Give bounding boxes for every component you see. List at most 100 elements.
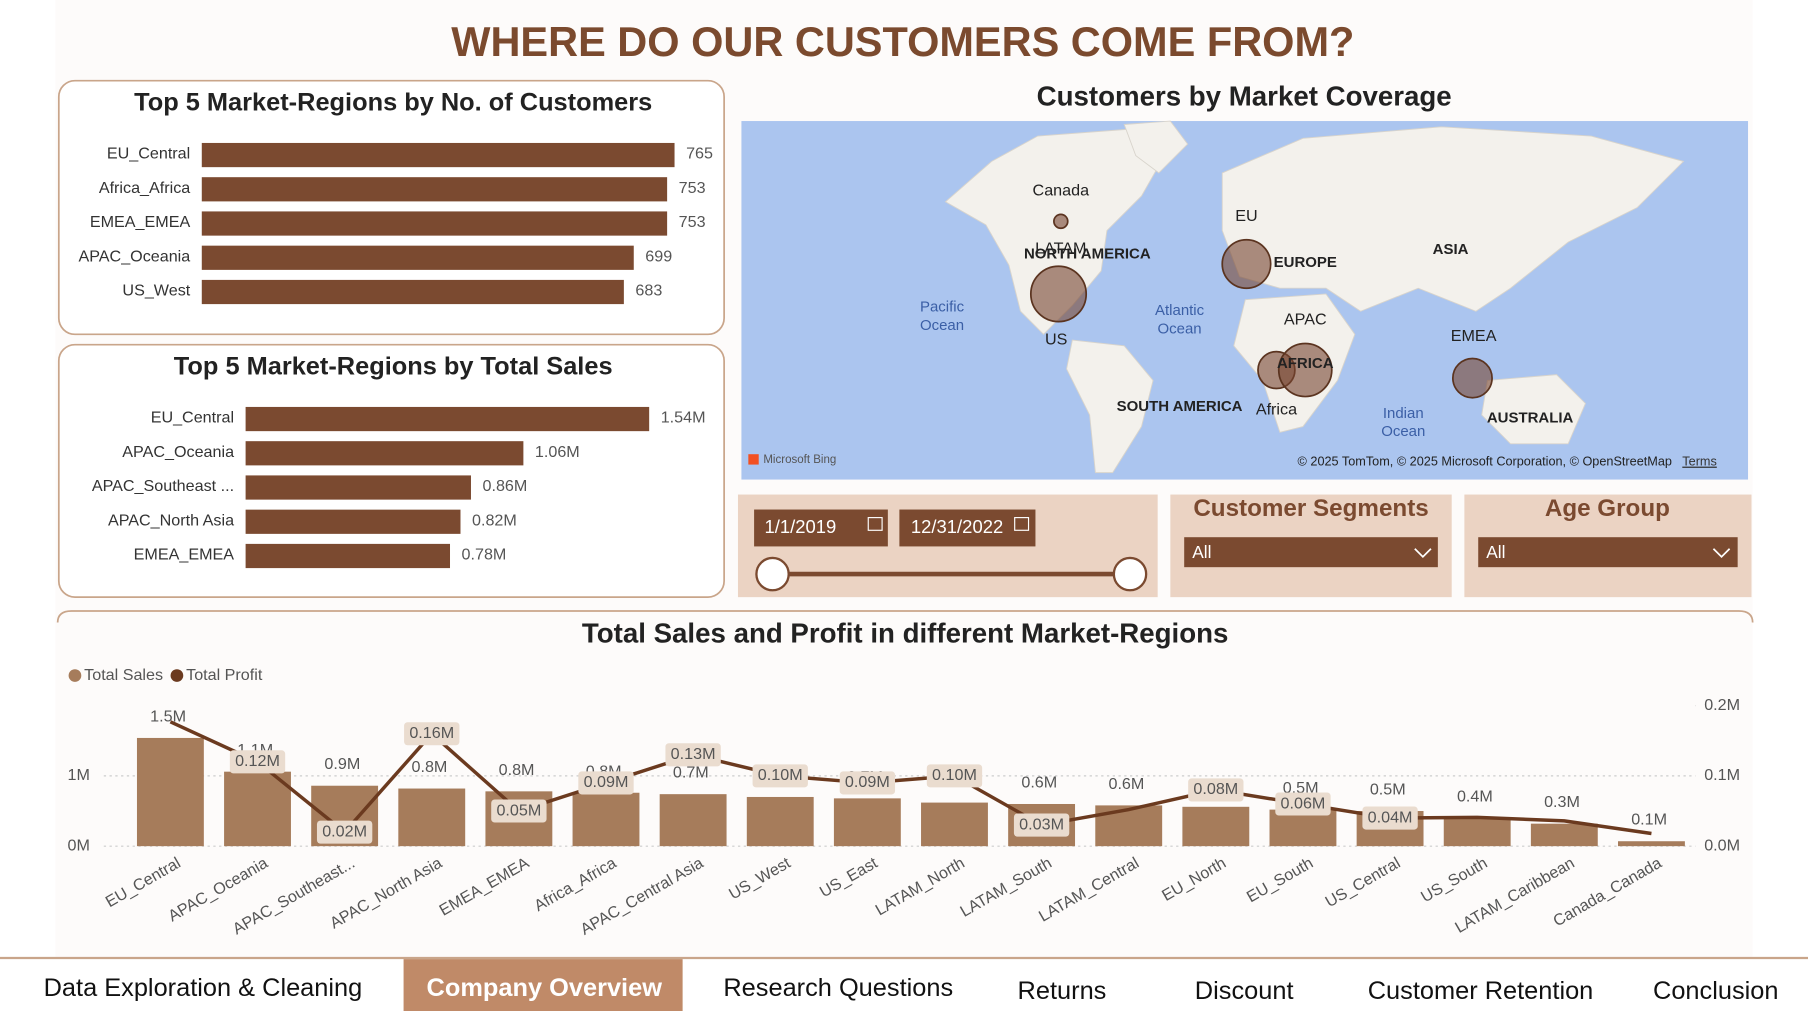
end-date: 12/31/2022 <box>911 516 1003 537</box>
data-label-group: 0.16M <box>404 722 460 746</box>
dropdown[interactable] <box>1478 537 1738 568</box>
nav-tab[interactable]: Conclusion <box>1653 977 1778 1005</box>
data-label-bg <box>839 771 896 795</box>
data-label: 0.09M <box>584 773 629 791</box>
bubble <box>1451 357 1493 399</box>
bar <box>201 245 634 270</box>
dropdown-value: All <box>1486 542 1505 562</box>
date-input[interactable] <box>899 509 1036 547</box>
legend-marker <box>68 669 82 682</box>
map-label: SOUTH AMERICA <box>1117 398 1243 415</box>
data-label-group: 0.12M <box>229 750 286 774</box>
y-tick-label: EU_Central <box>107 145 190 163</box>
bar <box>201 177 668 202</box>
data-label: 699 <box>645 247 672 265</box>
y-tick-label: APAC_North Asia <box>108 511 234 529</box>
ocean-label: Ocean <box>920 317 964 334</box>
data-label: 0.4M <box>1457 788 1493 806</box>
data-label-bg <box>926 764 983 788</box>
dropdown[interactable] <box>1184 537 1438 568</box>
map-attribution: © 2025 TomTom, © 2025 Microsoft Corporat… <box>1298 455 1672 469</box>
bar <box>746 796 814 847</box>
nav-tab[interactable]: Research Questions <box>723 974 953 1002</box>
data-label: 0.10M <box>758 766 803 784</box>
data-label: 0.09M <box>845 773 890 791</box>
data-label-bg <box>1013 813 1070 837</box>
calendar-icon[interactable] <box>1014 517 1030 531</box>
calendar-icon[interactable] <box>867 517 883 531</box>
map-label: Canada <box>1033 182 1090 200</box>
bubble <box>1221 238 1272 290</box>
legend-marker <box>170 669 184 682</box>
nav-tab[interactable]: Customer Retention <box>1368 977 1594 1005</box>
data-label-bg <box>1188 778 1244 802</box>
y-tick-label: US_West <box>122 282 190 300</box>
data-label-group: 0.10M <box>926 764 983 788</box>
map-label: NORTH AMERICA <box>1024 246 1151 263</box>
chart-title: Top 5 Market-Regions by Total Sales <box>174 352 613 380</box>
data-label-group: 0.06M <box>1275 792 1331 816</box>
data-label: 1.06M <box>535 443 580 461</box>
map-terms[interactable]: Terms <box>1682 455 1717 469</box>
dropdown-arrow <box>1414 548 1432 559</box>
map-label: Africa <box>1256 401 1297 419</box>
start-date: 1/1/2019 <box>764 516 836 537</box>
date-input[interactable] <box>754 509 888 547</box>
data-label: 683 <box>635 282 662 300</box>
map-label: EMEA <box>1451 327 1497 345</box>
map-label: EU <box>1235 207 1257 225</box>
chart-title: Top 5 Market-Regions by No. of Customers <box>134 88 652 116</box>
data-label: 0.02M <box>322 822 367 840</box>
data-label: 0.9M <box>324 755 360 773</box>
nav-tab[interactable]: Data Exploration & Cleaning <box>44 974 363 1002</box>
slider-handle[interactable] <box>1112 556 1148 592</box>
bar <box>833 798 901 847</box>
page-title: WHERE DO OUR CUSTOMERS COME FROM? <box>451 18 1354 65</box>
nav-tab[interactable]: Returns <box>1018 977 1107 1005</box>
data-label-group: 0.08M <box>1188 778 1244 802</box>
active-tab[interactable] <box>403 959 683 1011</box>
data-label: 1.5M <box>150 707 186 725</box>
data-label: 0.5M <box>1370 781 1406 799</box>
data-label: 0.06M <box>1281 794 1326 812</box>
data-label: 1.54M <box>661 409 706 427</box>
land <box>1123 120 1189 174</box>
map-land <box>944 120 1685 474</box>
ocean-label: Atlantic <box>1155 302 1205 319</box>
data-label-bg <box>404 722 460 746</box>
y-tick-label: EMEA_EMEA <box>90 213 191 231</box>
nav-tab[interactable]: Company Overview <box>427 974 663 1002</box>
slicer-title: Customer Segments <box>1193 495 1428 522</box>
map: Canada LATAM NORTH AMERICA US EU EUROPE … <box>741 120 1749 480</box>
data-label: 0.3M <box>1544 793 1580 811</box>
data-label: 0.05M <box>496 801 541 819</box>
data-label-group: 0.13M <box>665 743 721 767</box>
y-tick-label: EU_Central <box>151 409 234 427</box>
y-tick-label: APAC_Oceania <box>122 443 234 461</box>
data-label: 765 <box>686 145 713 163</box>
bar <box>1182 806 1250 847</box>
dropdown-value: All <box>1192 542 1211 562</box>
y-tick-label: APAC_Oceania <box>78 247 190 265</box>
data-label: 0.8M <box>499 761 535 779</box>
data-label-bg <box>229 750 286 774</box>
data-label-bg <box>578 771 634 795</box>
data-label-bg <box>752 764 808 788</box>
bubble <box>1053 213 1069 230</box>
slider-handle[interactable] <box>755 556 790 592</box>
ocean-label: Ocean <box>1381 423 1425 440</box>
bar <box>1530 823 1598 847</box>
data-label-group: 0.02M <box>316 820 373 844</box>
bar <box>245 475 471 500</box>
map-label: US <box>1045 330 1068 348</box>
bubble <box>1029 265 1088 323</box>
bar <box>1095 805 1163 847</box>
bar <box>245 543 451 569</box>
map-label: AFRICA <box>1277 355 1334 372</box>
bar <box>224 771 291 847</box>
bar <box>245 509 461 534</box>
nav-tab[interactable]: Discount <box>1195 977 1294 1005</box>
data-label-group: 0.05M <box>491 799 547 823</box>
